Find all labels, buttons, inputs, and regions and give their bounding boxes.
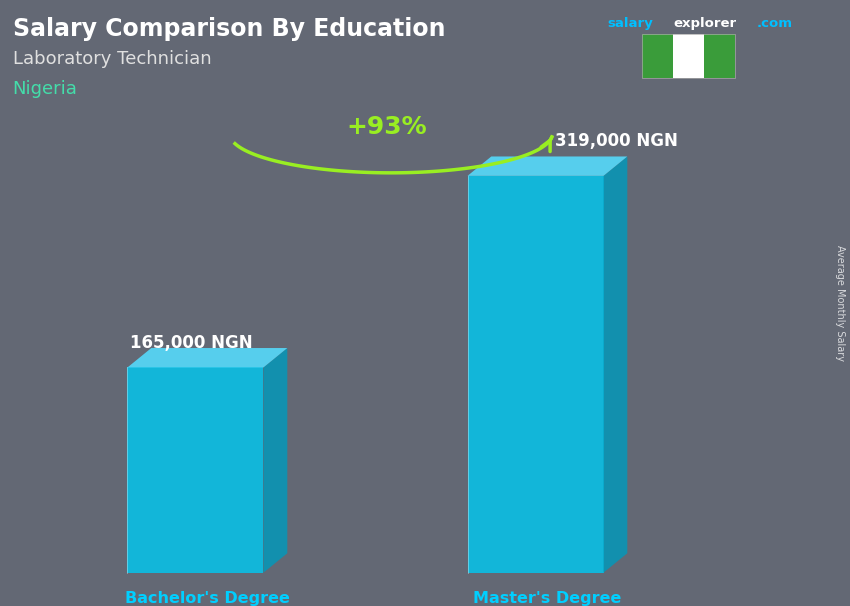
Polygon shape [264,348,287,573]
Text: Salary Comparison By Education: Salary Comparison By Education [13,17,445,41]
Text: Bachelor's Degree: Bachelor's Degree [125,591,290,606]
Text: salary: salary [608,17,654,30]
Text: Nigeria: Nigeria [13,80,77,98]
Polygon shape [604,156,627,573]
Text: .com: .com [756,17,792,30]
Polygon shape [128,348,287,367]
Text: Master's Degree: Master's Degree [473,591,621,606]
Text: +93%: +93% [347,115,427,139]
Text: explorer: explorer [673,17,736,30]
Text: 319,000 NGN: 319,000 NGN [555,133,677,150]
Text: Laboratory Technician: Laboratory Technician [13,50,212,68]
Bar [642,34,735,78]
Text: Average Monthly Salary: Average Monthly Salary [835,245,845,361]
Polygon shape [468,156,627,176]
Bar [642,34,673,78]
Polygon shape [128,367,264,573]
Polygon shape [468,176,604,573]
Bar [704,34,735,78]
Bar [673,34,704,78]
Text: 165,000 NGN: 165,000 NGN [130,335,252,352]
